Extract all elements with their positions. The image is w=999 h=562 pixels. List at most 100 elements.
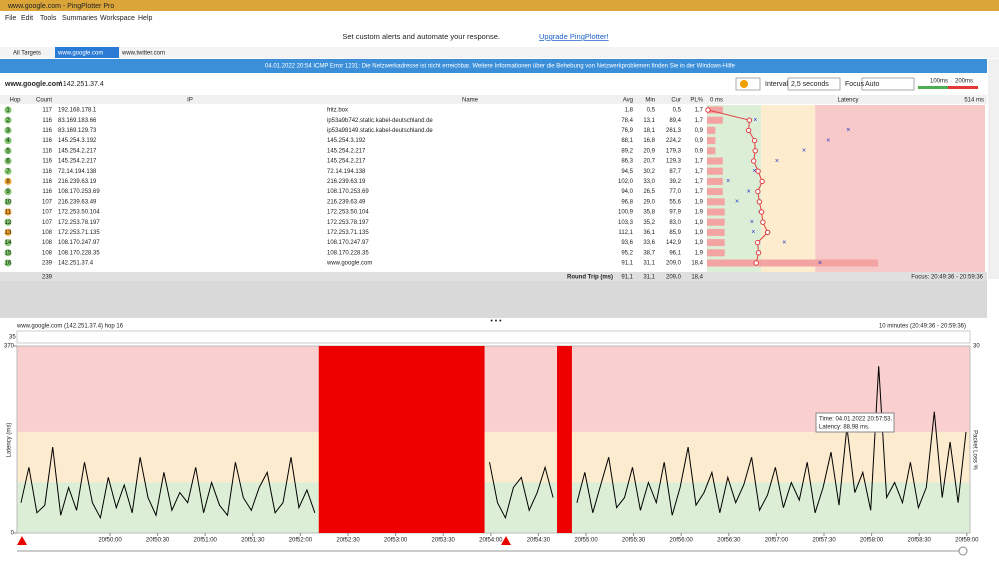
cell: ip53a98149.static.kabel-deutschland.de <box>327 128 433 134</box>
cell: 129,3 <box>666 159 682 165</box>
packet-loss-bar <box>707 259 879 267</box>
column-header: Cur <box>671 98 681 104</box>
hop-number: 9 <box>6 189 10 195</box>
avg-marker <box>746 117 753 123</box>
tab[interactable]: All Targets <box>13 51 41 57</box>
interval-select[interactable] <box>787 77 841 91</box>
cell: 1,9 <box>695 210 704 216</box>
menu-item[interactable]: Workspace <box>100 15 135 22</box>
cell: 85,9 <box>669 230 681 236</box>
hop-number: 5 <box>6 148 10 154</box>
focus-value[interactable]: Auto <box>865 81 880 88</box>
hop-number: 6 <box>6 159 10 165</box>
cell: 142,9 <box>666 240 682 246</box>
x-tick-label: 20f58:00 <box>860 538 884 544</box>
hop-badge <box>4 147 12 155</box>
hop-badge <box>4 116 12 124</box>
cell: 116 <box>42 189 52 195</box>
cur-marker: × <box>751 229 755 236</box>
cell: 1,7 <box>695 179 704 185</box>
focus-label: Focus <box>845 81 865 88</box>
avg-marker <box>758 209 765 215</box>
cell: 97,9 <box>669 210 681 216</box>
cell: 107 <box>42 199 53 205</box>
cell: 35,2 <box>643 220 655 226</box>
cell: 1,9 <box>695 199 704 205</box>
strip-label: 35 <box>9 335 16 341</box>
cell: www.google.com <box>326 261 372 267</box>
active-tab[interactable] <box>55 47 119 58</box>
cell: 112,1 <box>618 230 633 236</box>
banner-text: Set custom alerts and automate your resp… <box>342 32 500 41</box>
cell: 192.168.178.1 <box>58 108 97 114</box>
cell: 1,7 <box>695 169 704 175</box>
cell: 1,8 <box>625 108 634 114</box>
cell: 1,7 <box>695 108 704 114</box>
cell: 145.254.2.217 <box>327 159 366 165</box>
packet-loss-block <box>318 346 485 533</box>
cell: 116 <box>42 118 52 124</box>
empty-area <box>0 281 987 318</box>
window-title: www.google.com - PingPlotter Pro <box>7 3 114 10</box>
cell: 0,5 <box>647 108 656 114</box>
tab[interactable]: www.google.com <box>57 51 103 57</box>
scrollbar[interactable] <box>17 550 967 552</box>
cell: 20,9 <box>643 148 655 154</box>
hop-badge <box>4 157 12 165</box>
menu-item[interactable]: Tools <box>40 15 57 22</box>
cell: 83.169.129.73 <box>58 128 97 134</box>
avg-link <box>707 109 750 121</box>
summary-cell: 31,1 <box>643 275 655 281</box>
cell: 116 <box>42 148 52 154</box>
focus-select[interactable] <box>861 77 915 91</box>
scroll-thumb[interactable] <box>958 546 968 556</box>
avg-marker <box>705 107 711 113</box>
menu-item[interactable]: File <box>5 15 16 22</box>
cell: fritz.box <box>327 108 348 114</box>
cell: 89,4 <box>669 118 681 124</box>
cur-marker: × <box>753 117 757 124</box>
cell: 0,9 <box>695 138 704 144</box>
menu-item[interactable]: Edit <box>21 15 33 22</box>
hop-number: 14 <box>5 240 12 246</box>
cell: 88,1 <box>621 138 633 144</box>
x-tick-label: 20f50:30 <box>146 538 170 544</box>
hop-number: 16 <box>5 261 12 267</box>
cell: 239 <box>42 261 53 267</box>
column-header: IP <box>187 98 193 104</box>
cell: 29,0 <box>643 199 655 205</box>
hop-badge <box>4 177 12 185</box>
cell: 33,6 <box>643 240 655 246</box>
error-bar <box>0 59 987 73</box>
cell: 18,1 <box>643 128 655 134</box>
cell: 0,9 <box>695 128 704 134</box>
cell: 91,1 <box>621 261 633 267</box>
menu-item[interactable]: Help <box>138 15 153 22</box>
cell: 216.239.63.19 <box>327 179 366 185</box>
x-tick-label: 20f52:30 <box>336 538 360 544</box>
cell: 76,9 <box>621 128 633 134</box>
column-header: Min <box>645 98 655 104</box>
x-tick-label: 20f54:00 <box>479 538 503 544</box>
hop-number: 11 <box>5 210 12 216</box>
x-tick-label: 20f54:30 <box>527 538 551 544</box>
upgrade-link[interactable]: Upgrade PingPlotter! <box>539 32 609 41</box>
event-marker <box>17 536 27 545</box>
interval-value[interactable]: 2,5 seconds <box>791 81 829 88</box>
splitter[interactable]: • • • <box>490 318 502 325</box>
cell: 31,1 <box>643 261 655 267</box>
x-tick-label: 20f57:30 <box>812 538 836 544</box>
tab[interactable]: www.twitter.com <box>121 51 165 57</box>
cell: 116 <box>42 169 52 175</box>
packet-loss-bar <box>707 167 723 175</box>
avg-marker <box>755 250 762 256</box>
tooltip <box>815 412 895 433</box>
cell: 108 <box>42 230 53 236</box>
menu-item[interactable]: Summaries <box>62 15 98 22</box>
hop-number: 15 <box>5 250 12 256</box>
avg-marker <box>756 199 763 205</box>
tab-bar <box>0 47 999 58</box>
cell: 35,8 <box>643 210 655 216</box>
hop-number: 13 <box>5 230 12 236</box>
